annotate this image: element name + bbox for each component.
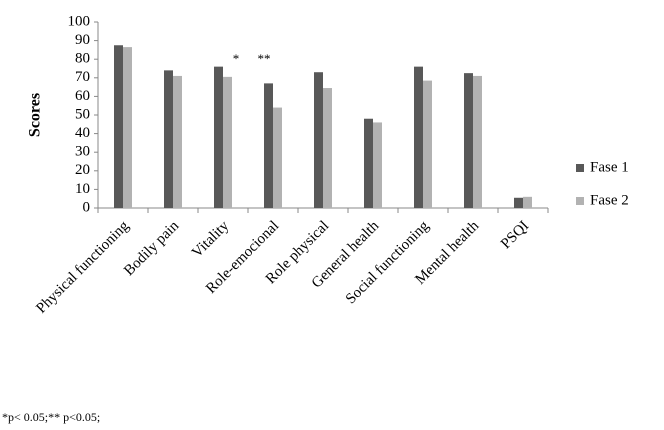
bar	[514, 197, 523, 208]
legend-label: Fase 1	[590, 159, 629, 175]
bar	[114, 45, 123, 208]
y-tick-label: 70	[75, 69, 90, 85]
y-tick-label: 80	[75, 51, 90, 67]
x-tick-label: Vitality	[189, 218, 232, 261]
annotation: **	[258, 51, 271, 66]
y-tick-label: 30	[75, 144, 90, 160]
y-tick-label: 20	[75, 162, 90, 178]
y-tick-label: 0	[83, 199, 91, 215]
bar	[314, 72, 323, 208]
bar	[473, 75, 482, 208]
bar	[364, 118, 373, 208]
x-tick-label: Bodily pain	[121, 218, 182, 279]
bar	[273, 107, 282, 208]
bar	[523, 196, 532, 208]
legend-swatch	[576, 164, 584, 172]
bar	[214, 66, 223, 208]
bar	[164, 70, 173, 208]
x-tick-label: PSQI	[498, 218, 532, 252]
bar	[323, 88, 332, 208]
y-tick-label: 40	[75, 125, 90, 141]
bar	[264, 83, 273, 208]
annotation: *	[233, 51, 240, 66]
y-tick-label: 100	[68, 13, 91, 29]
x-tick-label: Social functioning	[343, 218, 433, 308]
y-tick-label: 90	[75, 32, 90, 48]
bar	[423, 80, 432, 208]
bar	[464, 73, 473, 209]
y-tick-label: 50	[75, 106, 90, 122]
bar	[414, 66, 423, 208]
bar	[373, 122, 382, 208]
legend-swatch	[576, 197, 584, 205]
bar	[173, 75, 182, 208]
bar	[223, 76, 232, 209]
footnote: *p< 0.05;** p<0.05;	[2, 410, 100, 424]
legend-label: Fase 2	[590, 192, 629, 208]
y-tick-label: 60	[75, 88, 90, 104]
x-tick-label: Physical functioning	[33, 218, 132, 317]
bar	[123, 47, 132, 208]
y-tick-label: 10	[75, 181, 90, 197]
y-axis-label: Scores	[27, 93, 44, 137]
